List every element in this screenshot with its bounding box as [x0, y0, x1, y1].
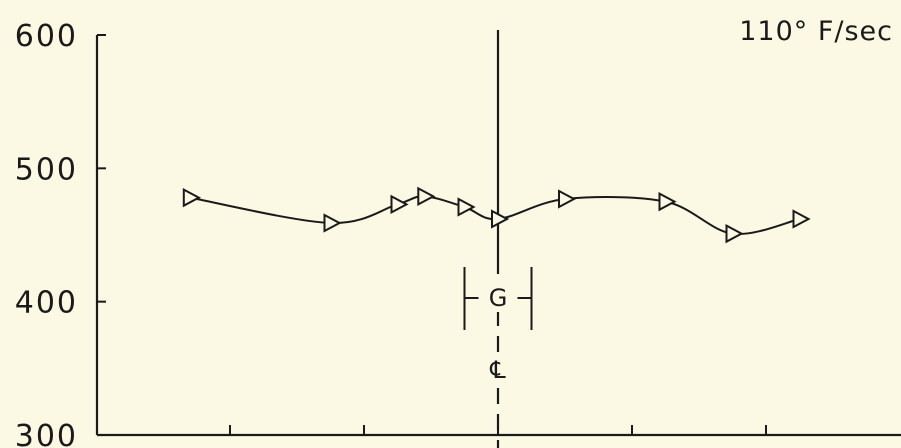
bracket-label: G	[489, 284, 508, 312]
bracket-label-bg	[484, 282, 512, 312]
heating-rate-label: 110° F/sec	[739, 16, 893, 47]
centerline-symbol-bg	[485, 353, 511, 381]
data-point-marker	[323, 213, 342, 233]
y-axis-ticks: 300 400 500 600	[15, 19, 106, 448]
series-line	[189, 195, 800, 236]
series	[182, 186, 811, 244]
data-point-marker	[792, 209, 811, 229]
data-point-marker	[417, 186, 436, 206]
centerline-symbol: ℄	[489, 356, 506, 384]
data-point-marker	[658, 192, 677, 212]
data-point-marker	[390, 194, 409, 214]
y-tick-label: 500	[15, 152, 78, 187]
data-point-marker	[182, 188, 201, 208]
data-point-marker	[725, 224, 744, 244]
annotations: G℄	[463, 30, 533, 448]
y-tick-label: 600	[15, 19, 78, 54]
y-tick-label: 400	[15, 286, 78, 321]
data-point-marker	[558, 189, 577, 209]
data-point-marker	[491, 209, 510, 229]
data-point-marker	[457, 197, 476, 217]
y-tick-label: 300	[15, 419, 78, 448]
